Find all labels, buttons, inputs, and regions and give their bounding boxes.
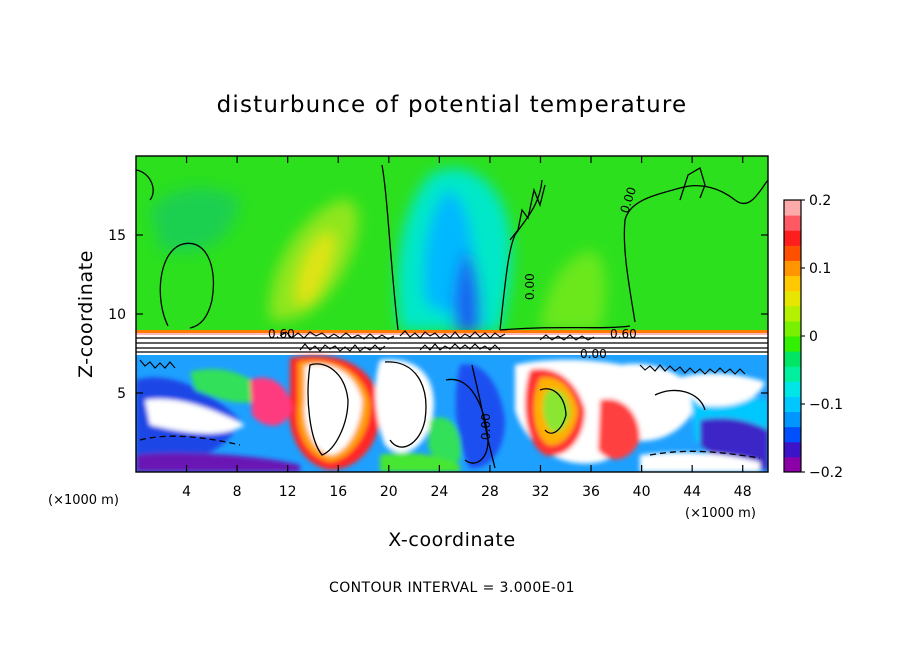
heatmap-field: [136, 156, 768, 472]
contour-interval-note: CONTOUR INTERVAL = 3.000E-01: [329, 580, 575, 596]
lower-white-center: [375, 359, 434, 453]
contour-label: 0.60: [610, 327, 637, 341]
upper-warm-core: [296, 232, 335, 306]
contour-left-loop: [159, 242, 215, 329]
colorbar-tick-label: −0.2: [809, 465, 843, 481]
colorbar-ticks: 0.2 0.1 0 −0.1 −0.2: [801, 193, 843, 481]
x-tick-label: 24: [430, 484, 448, 500]
lower-green-left: [190, 369, 265, 403]
contour-label: 0.00: [523, 273, 537, 300]
contour-label: 0.00: [479, 413, 493, 440]
contour-lower-dashed-2: [649, 450, 761, 459]
contour-lower-1: [307, 363, 349, 456]
colorbar-swatch: [784, 200, 801, 216]
contour-lower-2: [384, 361, 427, 448]
x-tick-label: 36: [582, 484, 600, 500]
lower-blue-band: [455, 364, 505, 469]
contour-lower-4: [539, 388, 567, 434]
lower-green-bottom: [380, 453, 460, 472]
x-tick-label: 44: [683, 484, 701, 500]
colorbar-swatch: [784, 275, 801, 292]
colorbar-swatch: [784, 260, 801, 277]
colorbar-swatch: [784, 396, 801, 413]
y-axis-title: Z-coordinate: [75, 250, 97, 378]
colorbar-swatch: [784, 230, 801, 246]
x-tick-label: 20: [380, 484, 398, 500]
x-axis: 4 8 12 16 20 24 28 32 36 40 44 48: [182, 156, 752, 500]
colorbar-swatch: [784, 245, 801, 261]
upper-green-left: [150, 187, 240, 253]
colorbar-tick-label: 0.2: [809, 193, 831, 209]
colorbar-swatch: [784, 456, 801, 473]
x-tick-label: 40: [633, 484, 651, 500]
contour-label: 0.00: [580, 347, 607, 361]
lower-magenta-patch: [250, 377, 292, 426]
contour-right-peak: [679, 167, 706, 201]
contour-center-zigzag: [509, 184, 546, 241]
lower-purple-bottom: [136, 453, 300, 472]
y-tick-label: 5: [117, 386, 126, 402]
x-tick-label: 16: [329, 484, 347, 500]
lower-white-patch-1: [304, 364, 362, 455]
colorbar-tick-label: −0.1: [809, 397, 843, 413]
x-tick-label: 8: [233, 484, 242, 500]
y-tick-label: 10: [108, 307, 126, 323]
contour-top-band: [499, 325, 631, 331]
colorbar-swatch: [784, 441, 801, 458]
contour-lower-6: [471, 364, 496, 469]
colorbar-tick-label: 0.1: [809, 261, 831, 277]
contour-center-right: [499, 179, 543, 331]
lower-white-far-right: [672, 373, 765, 407]
colorbar-swatch: [784, 290, 801, 307]
chart-title: disturbunce of potential temperature: [217, 92, 688, 118]
contour-label: 0.60: [268, 327, 295, 341]
colorbar-swatch: [784, 411, 801, 428]
lower-red-right-2: [598, 399, 640, 460]
y-axis: 5 10 15: [108, 228, 768, 402]
colorbar-tick-label: 0: [809, 329, 818, 345]
contour-lower-dashed: [139, 435, 241, 446]
x-tick-label: 48: [734, 484, 752, 500]
z-unit-label: (×1000 m): [48, 493, 119, 508]
upper-cold-column: [454, 250, 481, 332]
colorbar-swatch: [784, 336, 801, 352]
lower-white-left: [145, 399, 245, 434]
x-tick-label: 4: [182, 484, 191, 500]
x-axis-title: X-coordinate: [388, 529, 515, 551]
colorbar-swatch: [784, 426, 801, 443]
colorbar-swatch: [784, 351, 801, 367]
contour-lines: [136, 164, 768, 469]
colorbar-swatch: [784, 305, 801, 322]
contour-top-left: [136, 169, 154, 201]
contour-lower-5: [654, 389, 706, 411]
lower-white-bottom: [640, 452, 760, 472]
upper-green-right: [540, 250, 606, 330]
colorbar-swatch: [784, 215, 801, 231]
y-tick-label: 15: [108, 228, 126, 244]
lower-green-center: [428, 417, 461, 465]
colorbar-swatch: [784, 381, 801, 397]
interface-contour-noise: [139, 330, 746, 375]
contour-center-left: [381, 164, 399, 331]
contour-right-boundary: [623, 179, 768, 323]
x-tick-label: 12: [279, 484, 297, 500]
colorbar-swatch: [784, 320, 801, 337]
x-tick-label: 28: [481, 484, 499, 500]
colorbar-swatch: [784, 366, 801, 382]
x-tick-label: 32: [532, 484, 550, 500]
x-unit-label: (×1000 m): [685, 506, 756, 521]
colorbar: [784, 200, 801, 473]
